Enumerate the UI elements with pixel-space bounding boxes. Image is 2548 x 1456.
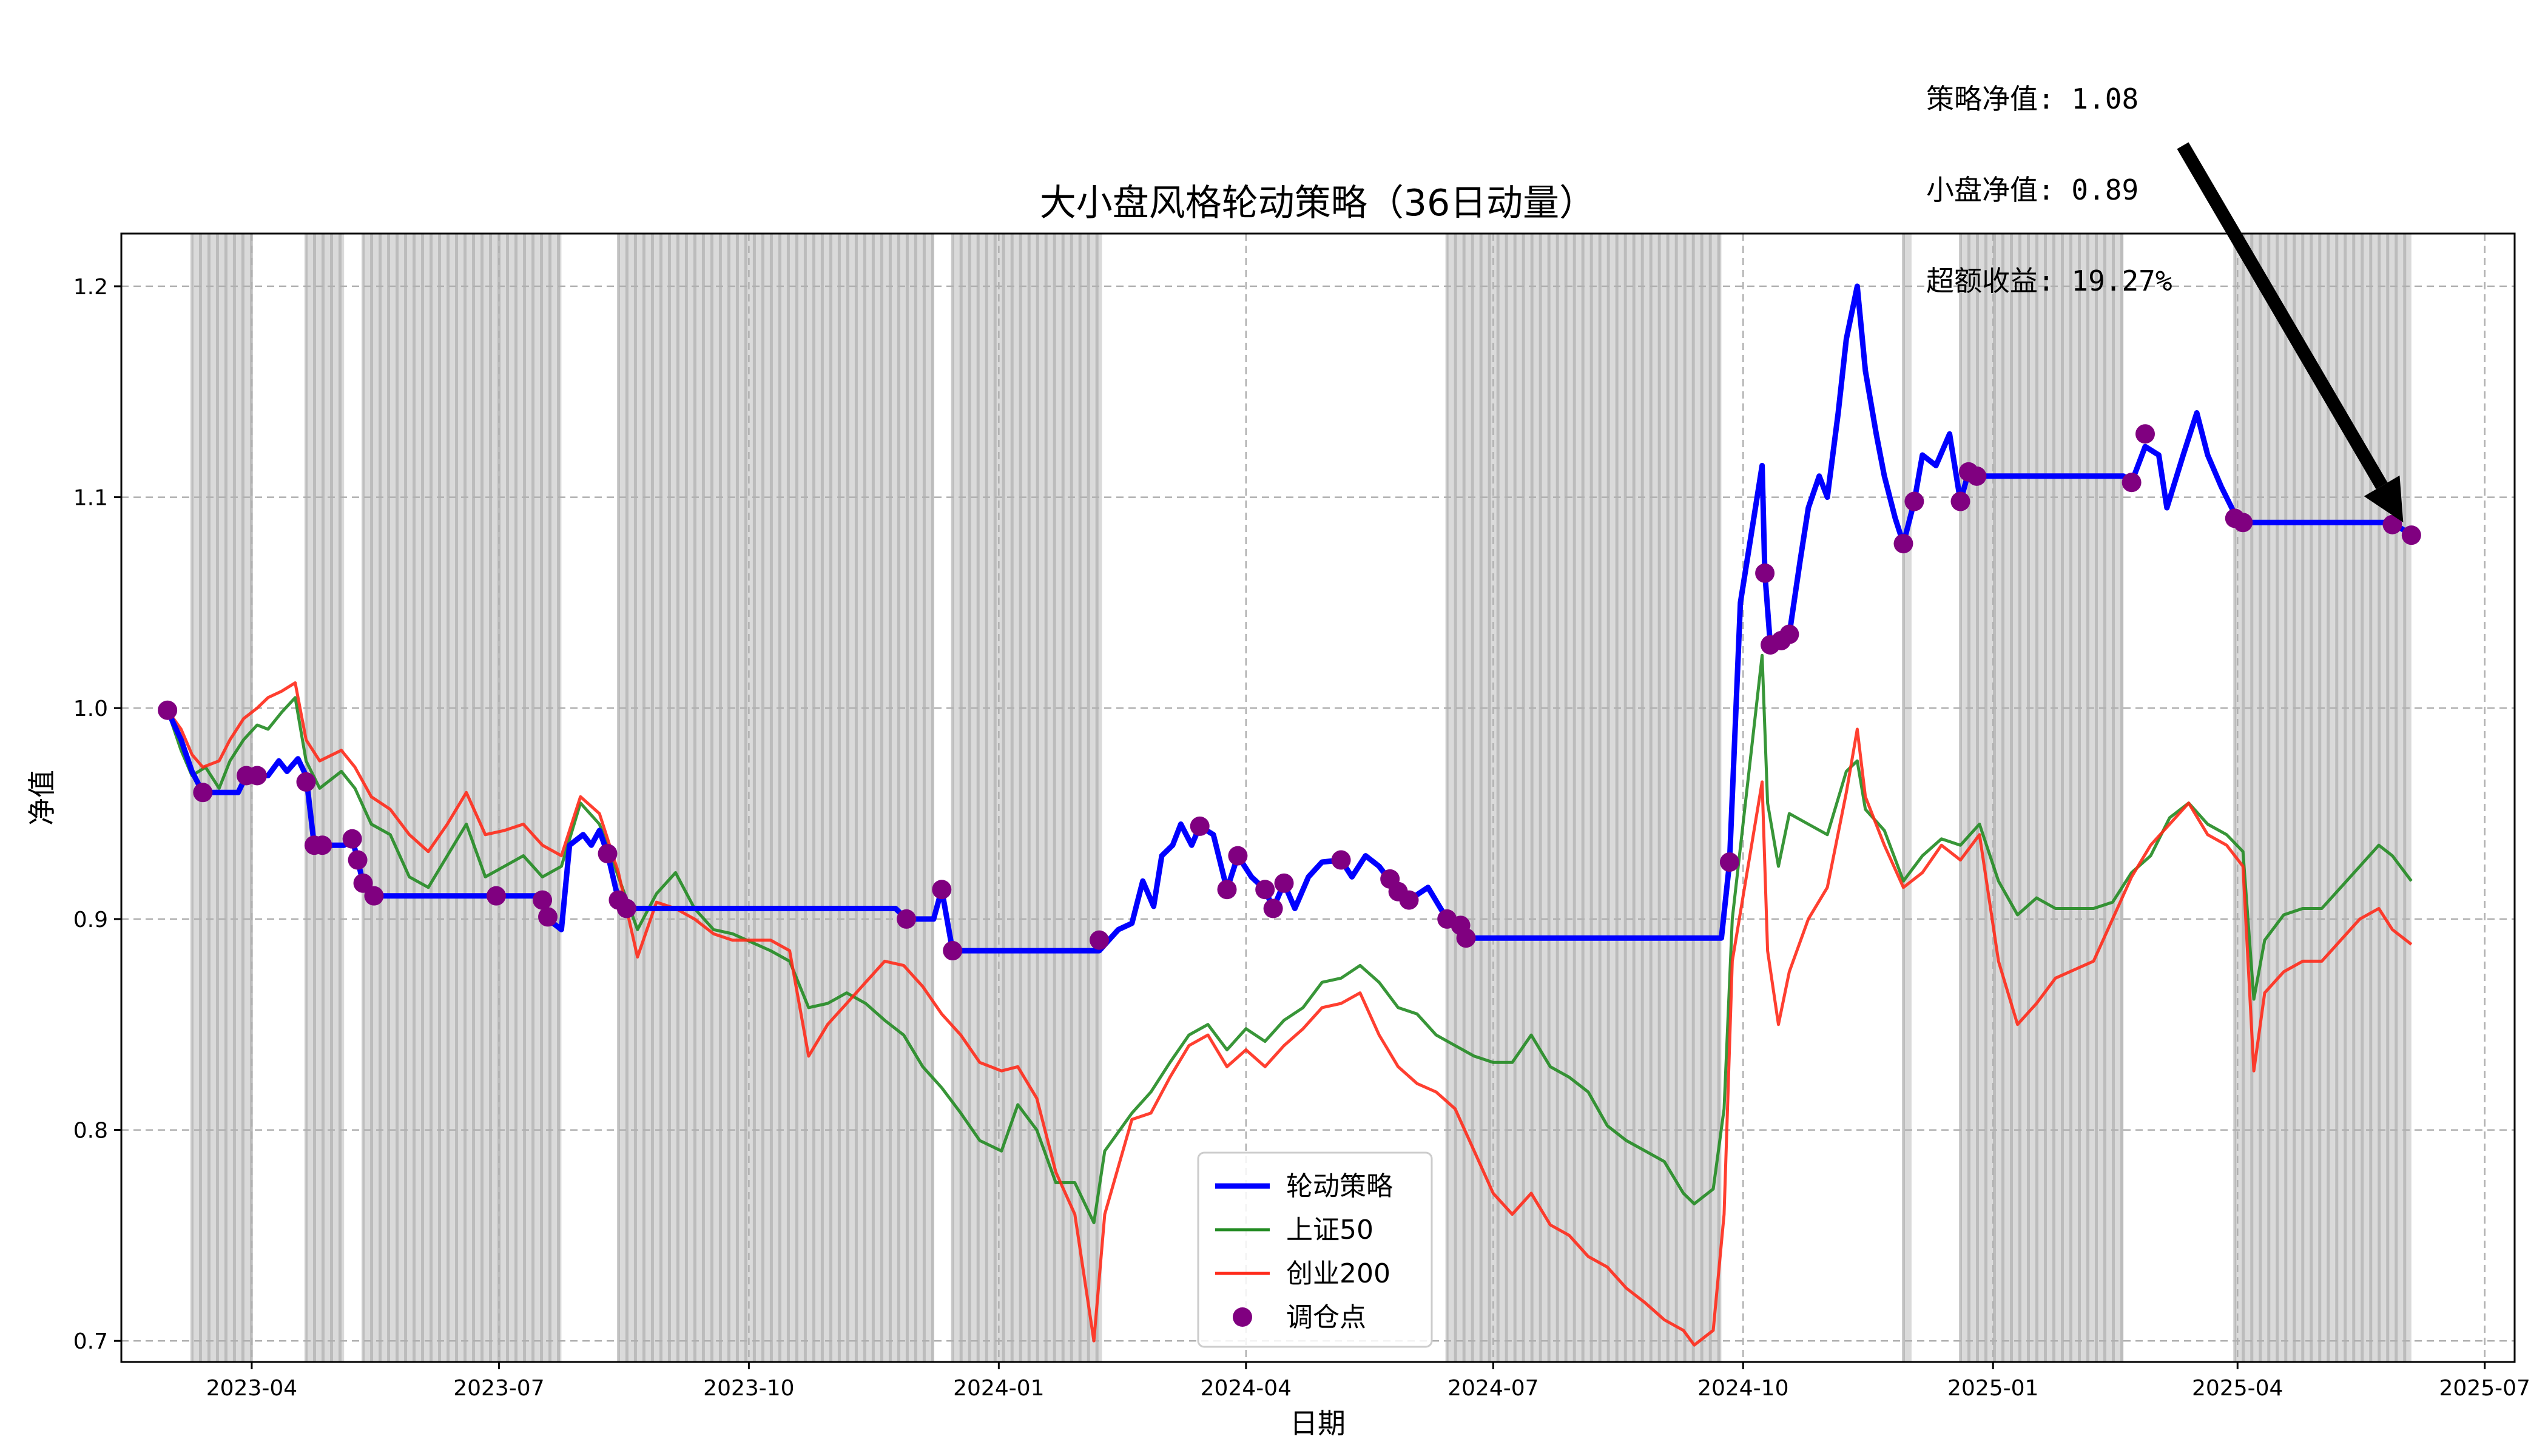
rebalance-point: [1457, 928, 1476, 948]
rebalance-point: [2122, 473, 2142, 492]
x-tick-label: 2024-01: [953, 1376, 1044, 1401]
rebalance-point: [1967, 467, 1986, 486]
rebalance-point: [1217, 880, 1236, 899]
y-tick-label: 1.1: [73, 486, 108, 511]
x-tick-label: 2025-01: [1947, 1376, 2038, 1401]
rebalance-point: [598, 844, 618, 863]
rebalance-point: [158, 701, 177, 720]
rebalance-point: [1779, 625, 1799, 644]
rebalance-point: [1904, 492, 1924, 511]
rebalance-point: [2233, 513, 2253, 532]
rebalance-point: [1332, 851, 1351, 870]
legend-label-1: 上证50: [1286, 1215, 1373, 1245]
x-axis-label: 日期: [1290, 1407, 1346, 1440]
rebalance-point: [533, 891, 552, 910]
rebalance-point: [296, 772, 315, 792]
rebalance-point: [1720, 852, 1739, 872]
annotation-box: 策略净值: 1.08 小盘净值: 0.89 超额收益: 19.27%: [1926, 23, 2172, 326]
rebalance-point: [348, 851, 368, 870]
x-tick-label: 2025-04: [2192, 1376, 2283, 1401]
rebalance-point: [538, 907, 558, 926]
rebalance-point: [1275, 874, 1294, 893]
rebalance-point: [943, 941, 962, 960]
rebalance-point: [487, 886, 506, 906]
rebalance-point: [312, 835, 332, 855]
rebalance-point: [1400, 891, 1419, 910]
rebalance-point: [617, 899, 636, 918]
rebalance-point: [193, 783, 212, 802]
rebalance-point: [932, 880, 951, 899]
rebalance-point: [2402, 525, 2421, 545]
legend-label-0: 轮动策略: [1286, 1171, 1393, 1202]
rebalance-point: [1255, 880, 1275, 899]
holding-period-3: [618, 234, 933, 1362]
x-tick-label: 2023-07: [453, 1376, 544, 1401]
rebalance-point: [343, 829, 362, 849]
y-tick-label: 0.9: [73, 908, 108, 932]
rebalance-point: [1755, 564, 1774, 583]
x-tick-label: 2024-04: [1201, 1376, 1292, 1401]
legend-swatch-3: [1233, 1307, 1252, 1327]
rebalance-point: [1228, 846, 1247, 866]
rebalance-point: [1951, 492, 1970, 511]
x-tick-label: 2024-10: [1697, 1376, 1788, 1401]
y-tick-label: 0.7: [73, 1329, 108, 1354]
rebalance-point: [364, 886, 383, 906]
rebalance-point: [1190, 817, 1210, 836]
y-tick-label: 1.2: [73, 275, 108, 300]
rebalance-point: [1380, 869, 1400, 889]
x-tick-label: 2025-07: [2439, 1376, 2530, 1401]
annotation-strategy-nav: 策略净值: 1.08: [1926, 84, 2172, 114]
y-tick-label: 0.8: [73, 1119, 108, 1144]
rebalance-point: [1264, 899, 1283, 918]
rebalance-point: [248, 766, 267, 785]
x-tick-label: 2024-07: [1448, 1376, 1539, 1401]
y-axis-label: 净值: [25, 770, 58, 826]
chart-title: 大小盘风格轮动策略（36日动量）: [1040, 182, 1596, 224]
rebalance-point: [2135, 424, 2155, 443]
annotation-smallcap-nav: 小盘净值: 0.89: [1926, 175, 2172, 205]
rebalance-point: [1090, 931, 1109, 950]
annotation-excess-return: 超额收益: 19.27%: [1926, 266, 2172, 296]
y-tick-label: 1.0: [73, 696, 108, 721]
legend-label-3: 调仓点: [1286, 1302, 1366, 1333]
legend-label-2: 创业200: [1286, 1258, 1390, 1289]
rebalance-point: [897, 909, 916, 929]
x-tick-label: 2023-10: [703, 1376, 794, 1401]
rebalance-point: [1893, 534, 1913, 553]
holding-period-1: [306, 234, 344, 1362]
x-tick-label: 2023-04: [206, 1376, 297, 1401]
